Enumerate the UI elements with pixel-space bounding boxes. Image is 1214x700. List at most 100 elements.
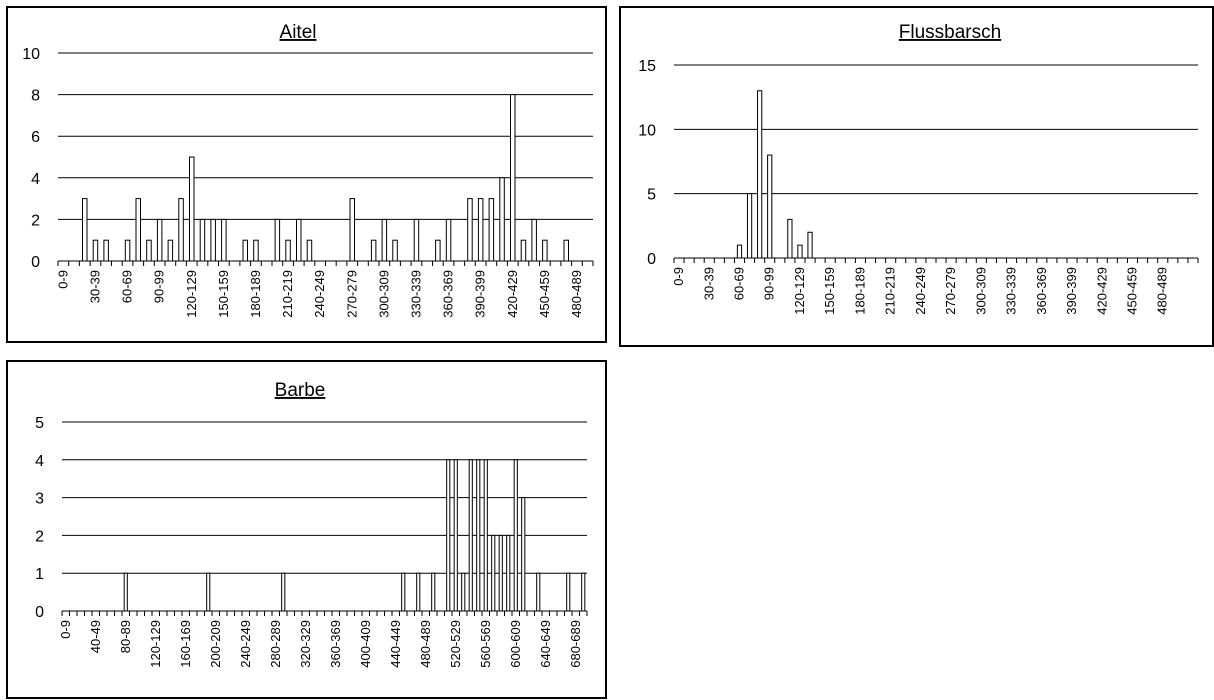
y-tick-label: 0: [31, 254, 40, 271]
bar: [199, 218, 206, 262]
bar: [210, 218, 216, 262]
bar: [221, 218, 227, 262]
bar: [488, 198, 495, 262]
bar: [491, 534, 496, 612]
x-tick-label: 120-129: [184, 270, 199, 318]
bar: [413, 218, 420, 262]
chart-barbe: Barbe 0 1 2 3 4 5 0-9 40-49 80-89 120-129 160-169 20…: [35, 380, 588, 668]
x-tick-label: 330-339: [408, 270, 423, 318]
bar: [476, 459, 481, 612]
x-tick-label: 270-279: [344, 270, 359, 318]
bar: [281, 572, 286, 612]
x-tick-label: 640-649: [538, 620, 553, 668]
y-tick-label: 0: [35, 604, 44, 621]
chart-aitel: Aitel 0 2 4 6 8 10 0-9 30-39 60-69 90-99 120-129 150…: [22, 22, 594, 318]
x-tick-label: 480-489: [569, 270, 584, 318]
x-tick-label: 320-329: [298, 620, 313, 668]
x-tick-label: 0-9: [58, 620, 73, 639]
chart-panel-barbe: Barbe 0 1 2 3 4 5 0-9 40-49 80-89 120-129 160-169 20…: [6, 360, 607, 699]
x-tick-label: 60-69: [120, 270, 135, 303]
chart-title: Barbe: [275, 380, 326, 401]
bar: [146, 239, 152, 262]
x-tick-label: 680-689: [568, 620, 583, 668]
x-tick-label: 200-209: [208, 620, 223, 668]
x-tick-label: 30-39: [701, 267, 716, 300]
bar: [542, 239, 548, 262]
y-tick-label: 5: [647, 187, 656, 204]
bar: [253, 239, 259, 262]
y-tick-label: 2: [31, 212, 40, 229]
bar: [435, 239, 441, 262]
x-tick-label: 150-159: [216, 270, 231, 318]
y-tick-label: 10: [22, 46, 40, 63]
y-tick-label: 0: [647, 251, 656, 268]
bar: [446, 459, 451, 612]
x-tick-label: 450-459: [537, 270, 552, 318]
y-tick-label: 1: [35, 566, 44, 583]
x-tick-label: 270-279: [943, 267, 958, 315]
x-tick-label: 80-89: [118, 620, 133, 653]
bar: [189, 156, 195, 262]
bar: [499, 177, 505, 262]
y-tick-label: 4: [31, 171, 40, 188]
bar: [103, 239, 109, 262]
bar: [274, 218, 281, 262]
bar: [468, 459, 473, 612]
bar: [349, 198, 355, 262]
bar: [531, 218, 537, 262]
bar: [467, 198, 473, 262]
x-tick-label: 180-189: [248, 270, 263, 318]
bar: [445, 218, 452, 262]
x-tick-label: 360-369: [441, 270, 456, 318]
bar: [757, 90, 763, 259]
bar: [123, 572, 128, 612]
x-tick-label: 280-289: [268, 620, 283, 668]
x-tick-label: 360-369: [328, 620, 343, 668]
bar: [746, 193, 753, 259]
bar: [767, 154, 773, 259]
bar: [296, 218, 302, 262]
bar: [513, 459, 518, 612]
bar: [498, 534, 503, 612]
x-tick-label: 450-459: [1125, 267, 1140, 315]
y-tick-label: 4: [35, 453, 44, 470]
x-tick-label: 120-129: [792, 267, 807, 315]
x-tick-label: 520-529: [448, 620, 463, 668]
bar: [92, 239, 99, 262]
x-tick-label: 0-9: [671, 267, 686, 286]
x-tick-label: 400-409: [358, 620, 373, 668]
bar: [381, 218, 388, 262]
chart-panel-aitel: Aitel 0 2 4 6 8 10 0-9 30-39 60-69 90-99 120-129 150…: [6, 6, 607, 343]
x-tick-label: 480-489: [418, 620, 433, 668]
bar: [521, 497, 526, 612]
x-tick-label: 30-39: [87, 270, 102, 303]
y-tick-label: 6: [31, 129, 40, 146]
x-tick-label: 600-609: [508, 620, 523, 668]
chart-flussbarsch: Flussbarsch 0 5 10 15 0-9 30-39 60-69 90-99 120-1…: [638, 22, 1199, 315]
x-tick-label: 180-189: [852, 267, 867, 315]
bar: [736, 244, 743, 259]
bar: [506, 534, 511, 612]
bar: [453, 459, 458, 612]
bar: [285, 239, 291, 262]
y-tick-label: 15: [638, 58, 656, 75]
chart-panel-flussbarsch: Flussbarsch 0 5 10 15 0-9 30-39 60-69 90-99 120-1…: [619, 6, 1214, 347]
bar: [370, 239, 377, 262]
y-tick-label: 10: [638, 122, 656, 139]
x-tick-label: 390-399: [473, 270, 488, 318]
x-tick-label: 390-399: [1064, 267, 1079, 315]
bar: [135, 198, 141, 262]
x-tick-label: 160-169: [178, 620, 193, 668]
x-tick-label: 210-219: [883, 267, 898, 315]
bar: [392, 239, 398, 262]
x-tick-label: 300-309: [376, 270, 391, 318]
x-tick-label: 40-49: [88, 620, 103, 653]
x-tick-label: 240-249: [913, 267, 928, 315]
x-tick-label: 90-99: [152, 270, 167, 303]
bar: [306, 239, 313, 262]
y-tick-label: 8: [31, 88, 40, 105]
bar: [431, 572, 436, 612]
x-tick-label: 360-369: [1034, 267, 1049, 315]
x-tick-label: 150-159: [822, 267, 837, 315]
chart-title: Aitel: [280, 22, 317, 43]
